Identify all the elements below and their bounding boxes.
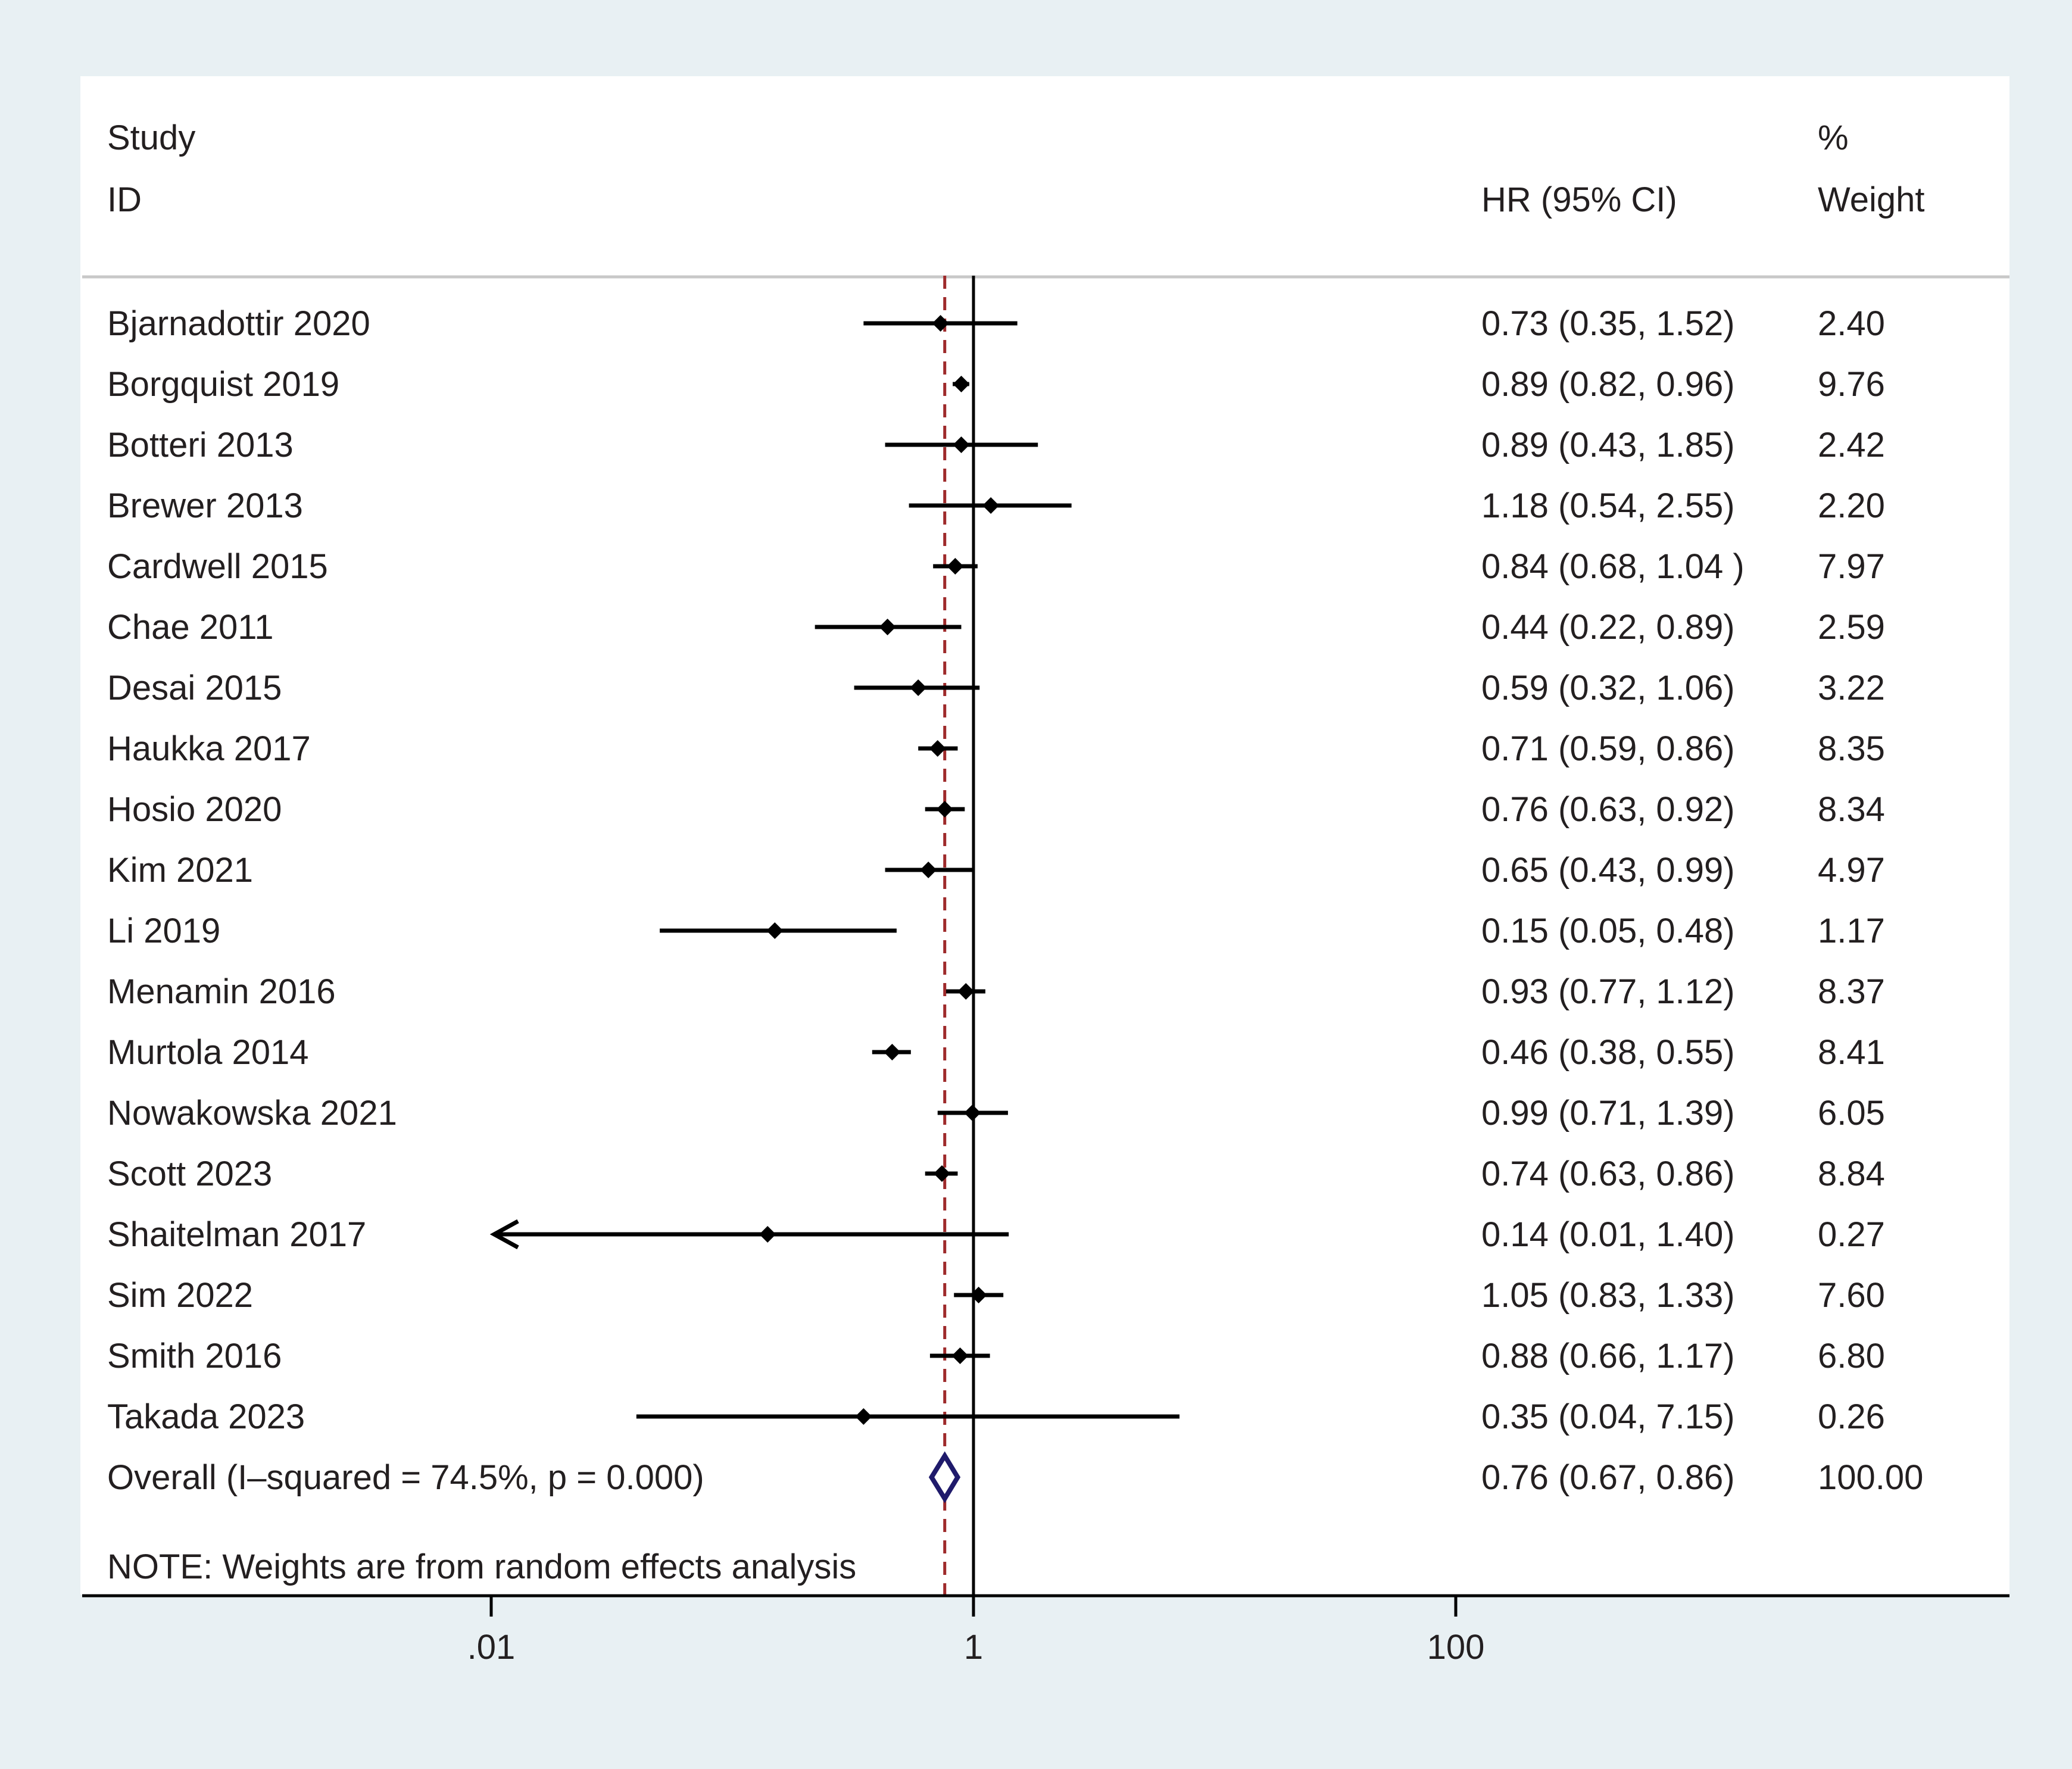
point-estimate-marker bbox=[951, 1347, 969, 1364]
study-hr-ci: 0.46 (0.38, 0.55) bbox=[1481, 1033, 1735, 1072]
study-weight: 2.40 bbox=[1818, 304, 1885, 343]
study-label: Scott 2023 bbox=[107, 1155, 272, 1193]
point-estimate-marker bbox=[766, 922, 784, 939]
plot-panel bbox=[80, 76, 2009, 1595]
point-estimate-marker bbox=[855, 1408, 872, 1425]
study-hr-ci: 0.59 (0.32, 1.06) bbox=[1481, 669, 1735, 707]
point-estimate-marker bbox=[920, 862, 937, 878]
point-estimate-marker bbox=[932, 315, 949, 332]
study-weight: 2.59 bbox=[1818, 608, 1885, 647]
point-estimate-marker bbox=[953, 376, 970, 392]
study-weight: 8.37 bbox=[1818, 972, 1885, 1011]
study-hr-ci: 0.99 (0.71, 1.39) bbox=[1481, 1094, 1735, 1132]
point-estimate-marker bbox=[964, 1105, 981, 1121]
point-estimate-marker bbox=[934, 1165, 951, 1182]
header-weight: Weight bbox=[1818, 180, 1924, 219]
study-label: Menamin 2016 bbox=[107, 972, 336, 1011]
study-label: Hosio 2020 bbox=[107, 790, 282, 829]
study-label: Smith 2016 bbox=[107, 1337, 282, 1375]
study-weight: 3.22 bbox=[1818, 669, 1885, 707]
point-estimate-marker bbox=[936, 801, 953, 818]
point-estimate-marker bbox=[879, 619, 896, 635]
study-hr-ci: 0.44 (0.22, 0.89) bbox=[1481, 608, 1735, 647]
study-weight: 9.76 bbox=[1818, 365, 1885, 404]
study-hr-ci: 0.84 (0.68, 1.04 ) bbox=[1481, 547, 1745, 586]
study-weight: 6.05 bbox=[1818, 1094, 1885, 1132]
study-label: Takada 2023 bbox=[107, 1397, 305, 1436]
study-hr-ci: 0.65 (0.43, 0.99) bbox=[1481, 851, 1735, 890]
study-label: Borgquist 2019 bbox=[107, 365, 339, 404]
study-weight: 2.20 bbox=[1818, 486, 1885, 525]
study-weight: 0.26 bbox=[1818, 1397, 1885, 1436]
x-tick-label: 100 bbox=[1427, 1628, 1485, 1667]
study-label: Cardwell 2015 bbox=[107, 547, 328, 586]
study-hr-ci: 1.05 (0.83, 1.33) bbox=[1481, 1276, 1735, 1315]
study-label: Desai 2015 bbox=[107, 669, 282, 707]
plot-marks bbox=[489, 276, 1179, 1596]
overall-weight: 100.00 bbox=[1818, 1458, 1923, 1497]
study-label: Sim 2022 bbox=[107, 1276, 253, 1315]
study-hr-ci: 0.88 (0.66, 1.17) bbox=[1481, 1337, 1735, 1375]
study-weight: 0.27 bbox=[1818, 1215, 1885, 1254]
study-hr-ci: 0.15 (0.05, 0.48) bbox=[1481, 912, 1735, 950]
point-estimate-marker bbox=[929, 740, 946, 757]
study-hr-ci: 0.89 (0.82, 0.96) bbox=[1481, 365, 1735, 404]
study-hr-ci: 0.14 (0.01, 1.40) bbox=[1481, 1215, 1735, 1254]
study-hr-ci: 0.73 (0.35, 1.52) bbox=[1481, 304, 1735, 343]
study-label: Murtola 2014 bbox=[107, 1033, 309, 1072]
header-effect: HR (95% CI) bbox=[1481, 180, 1677, 219]
header-weight-pct: % bbox=[1818, 118, 1849, 157]
study-hr-ci: 0.35 (0.04, 7.15) bbox=[1481, 1397, 1735, 1436]
overall-label: Overall (I–squared = 74.5%, p = 0.000) bbox=[107, 1458, 704, 1497]
study-label: Li 2019 bbox=[107, 912, 220, 950]
x-tick-label: 1 bbox=[964, 1628, 983, 1667]
point-estimate-marker bbox=[957, 983, 975, 1000]
study-label: Bjarnadottir 2020 bbox=[107, 304, 370, 343]
x-axis: .01 1 100 bbox=[467, 1596, 1485, 1667]
overall-diamond bbox=[928, 1451, 961, 1503]
weights-note: NOTE: Weights are from random effects an… bbox=[107, 1548, 856, 1586]
overall-hr-ci: 0.76 (0.67, 0.86) bbox=[1481, 1458, 1735, 1497]
study-label: Chae 2011 bbox=[107, 608, 274, 647]
study-rows: Bjarnadottir 2020 0.73 (0.35, 1.52) 2.40 Bo… bbox=[107, 304, 1923, 1497]
study-label: Shaitelman 2017 bbox=[107, 1215, 366, 1254]
study-weight: 6.80 bbox=[1818, 1337, 1885, 1375]
study-label: Brewer 2013 bbox=[107, 486, 303, 525]
study-weight: 8.41 bbox=[1818, 1033, 1885, 1072]
header-study: Study bbox=[107, 118, 195, 157]
point-estimate-marker bbox=[953, 436, 970, 453]
point-estimate-marker bbox=[947, 558, 964, 575]
point-estimate-marker bbox=[759, 1226, 776, 1243]
study-weight: 7.97 bbox=[1818, 547, 1885, 586]
study-hr-ci: 0.74 (0.63, 0.86) bbox=[1481, 1155, 1735, 1193]
study-weight: 4.97 bbox=[1818, 851, 1885, 890]
study-weight: 8.35 bbox=[1818, 729, 1885, 768]
header-id: ID bbox=[107, 180, 142, 219]
study-weight: 7.60 bbox=[1818, 1276, 1885, 1315]
study-hr-ci: 0.93 (0.77, 1.12) bbox=[1481, 972, 1735, 1011]
study-weight: 8.84 bbox=[1818, 1155, 1885, 1193]
study-label: Botteri 2013 bbox=[107, 426, 294, 464]
study-weight: 1.17 bbox=[1818, 912, 1885, 950]
study-hr-ci: 0.71 (0.59, 0.86) bbox=[1481, 729, 1735, 768]
study-hr-ci: 0.76 (0.63, 0.92) bbox=[1481, 790, 1735, 829]
study-weight: 8.34 bbox=[1818, 790, 1885, 829]
ci-truncation-arrow bbox=[489, 1219, 519, 1250]
study-label: Haukka 2017 bbox=[107, 729, 311, 768]
point-estimate-marker bbox=[982, 497, 1000, 514]
study-label: Kim 2021 bbox=[107, 851, 253, 890]
point-estimate-marker bbox=[884, 1044, 901, 1060]
point-estimate-marker bbox=[910, 679, 927, 696]
study-hr-ci: 1.18 (0.54, 2.55) bbox=[1481, 486, 1735, 525]
x-tick-label: .01 bbox=[467, 1628, 516, 1667]
point-estimate-marker bbox=[970, 1287, 987, 1303]
study-label: Nowakowska 2021 bbox=[107, 1094, 397, 1132]
study-weight: 2.42 bbox=[1818, 426, 1885, 464]
study-hr-ci: 0.89 (0.43, 1.85) bbox=[1481, 426, 1735, 464]
